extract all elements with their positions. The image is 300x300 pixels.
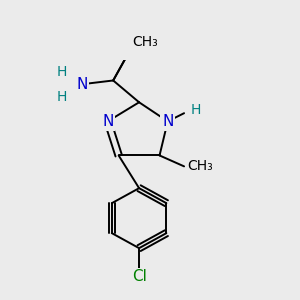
Text: Cl: Cl (132, 269, 146, 284)
Text: CH₃: CH₃ (187, 159, 213, 173)
Text: CH₃: CH₃ (132, 35, 158, 49)
Text: N: N (162, 114, 173, 129)
Text: N: N (76, 77, 88, 92)
Text: N: N (102, 114, 113, 129)
Text: H: H (191, 103, 201, 118)
Text: H: H (56, 90, 67, 104)
Text: H: H (56, 65, 67, 79)
